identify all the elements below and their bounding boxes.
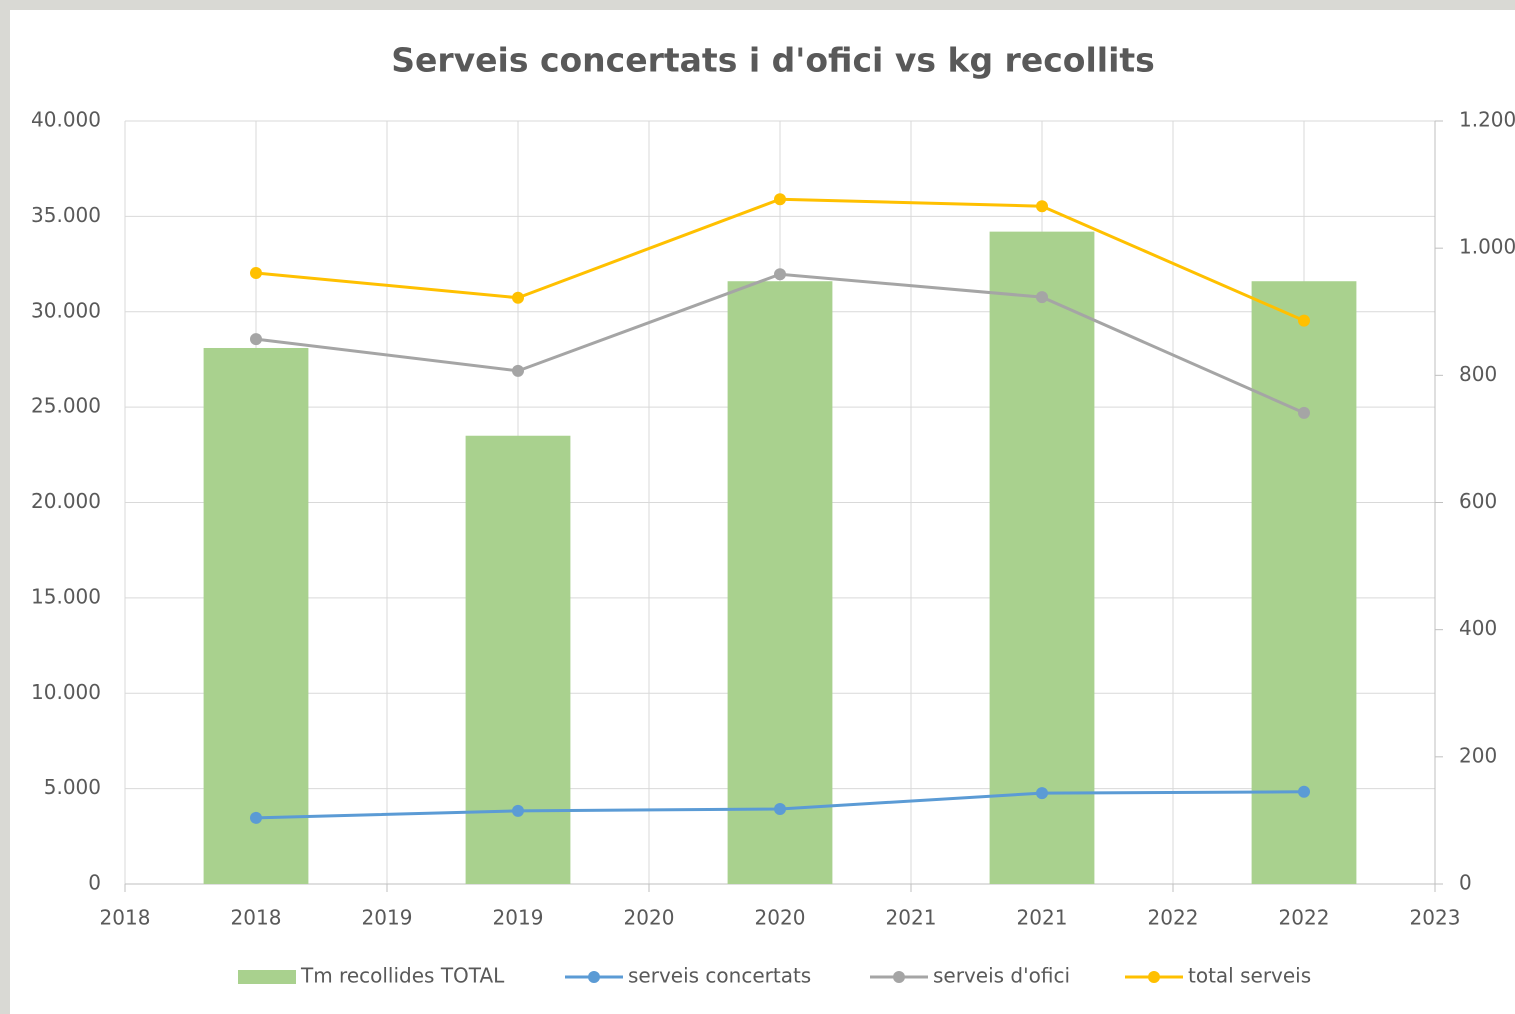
- point: [512, 364, 524, 377]
- point: [250, 266, 262, 279]
- point: [1036, 787, 1048, 800]
- bar: [727, 281, 833, 885]
- y2-tick-label: 200: [1459, 743, 1497, 767]
- y-tick-label: 25.000: [31, 394, 101, 418]
- legend-swatch: [238, 970, 296, 984]
- y2-tick-label: 800: [1459, 362, 1497, 386]
- bar: [1251, 281, 1357, 885]
- point: [250, 333, 262, 346]
- legend-marker: [1148, 971, 1160, 983]
- point: [774, 802, 786, 815]
- y2-tick-label: 1.000: [1459, 235, 1515, 259]
- y2-tick-label: 0: [1459, 871, 1472, 895]
- y-tick-label: 40.000: [31, 108, 101, 132]
- x-category-label: 2018: [231, 906, 282, 930]
- x-category-label: 2020: [755, 906, 806, 930]
- x-category-label: 2022: [1279, 906, 1330, 930]
- chart-title: Serveis concertats i d'ofici vs kg recol…: [391, 41, 1155, 80]
- y-tick-label: 30.000: [31, 298, 101, 322]
- y2-tick-label: 1.200: [1459, 108, 1515, 132]
- legend-marker: [588, 971, 600, 983]
- y2-tick-label: 600: [1459, 489, 1497, 513]
- point: [512, 804, 524, 817]
- y2-tick-label: 400: [1459, 616, 1497, 640]
- y-tick-label: 20.000: [31, 489, 101, 513]
- x-tick-label: 2020: [624, 906, 675, 930]
- bar: [203, 347, 309, 884]
- point: [774, 268, 786, 281]
- bar: [989, 231, 1095, 884]
- x-tick-label: 2018: [100, 906, 151, 930]
- point: [250, 811, 262, 824]
- y-tick-label: 0: [88, 871, 101, 895]
- legend-label: serveis concertats: [628, 964, 811, 988]
- x-tick-label: 2022: [1148, 906, 1199, 930]
- x-category-label: 2021: [1017, 906, 1068, 930]
- legend-label: serveis d'ofici: [933, 964, 1070, 988]
- legend-label: total serveis: [1188, 964, 1311, 988]
- point: [1036, 291, 1048, 304]
- point: [1298, 314, 1310, 327]
- legend-marker: [893, 971, 905, 983]
- x-tick-label: 2019: [362, 906, 413, 930]
- y-tick-label: 35.000: [31, 203, 101, 227]
- y-tick-label: 10.000: [31, 680, 101, 704]
- point: [1298, 406, 1310, 419]
- legend-label: Tm recollides TOTAL: [300, 964, 505, 988]
- point: [1036, 200, 1048, 213]
- x-tick-label: 2023: [1410, 906, 1461, 930]
- y-tick-label: 5.000: [44, 775, 101, 799]
- point: [774, 193, 786, 206]
- x-tick-label: 2021: [886, 906, 937, 930]
- y-tick-label: 15.000: [31, 584, 101, 608]
- point: [1298, 785, 1310, 798]
- point: [512, 291, 524, 304]
- x-category-label: 2019: [493, 906, 544, 930]
